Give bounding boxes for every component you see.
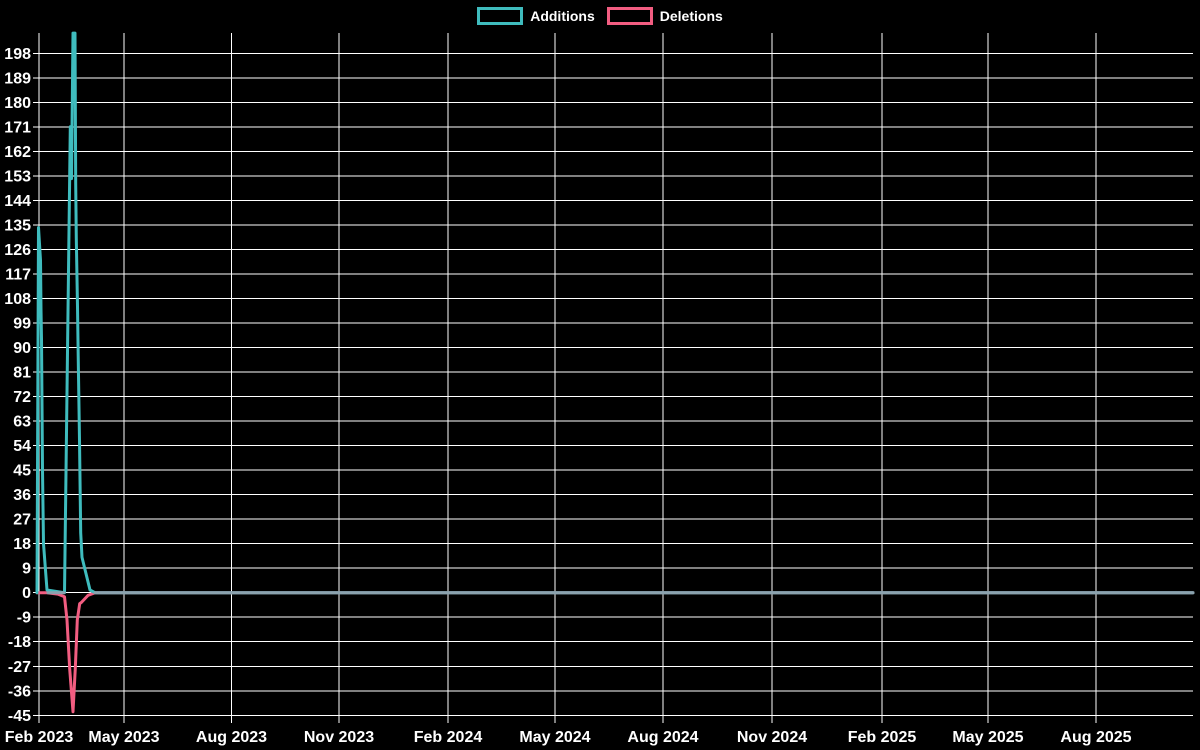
- y-tick-label: -9: [17, 610, 31, 627]
- x-tick-label: Feb 2023: [5, 729, 74, 746]
- y-tick-label: 180: [4, 95, 31, 112]
- y-tick-label: 72: [13, 389, 31, 406]
- y-tick-label: 126: [4, 242, 31, 259]
- deletions-swatch: [606, 7, 653, 25]
- y-tick-label: 198: [4, 46, 31, 63]
- y-tick-label: 36: [13, 487, 31, 504]
- chart-legend: Additions Deletions: [0, 6, 1200, 26]
- y-tick-label: 99: [13, 315, 31, 332]
- x-tick-label: Aug 2023: [196, 729, 267, 746]
- legend-item-additions[interactable]: Additions: [477, 6, 595, 26]
- x-tick-label: Aug 2025: [1060, 729, 1131, 746]
- y-tick-label: 144: [4, 193, 31, 210]
- y-tick-label: 171: [4, 119, 31, 136]
- x-tick-label: May 2023: [88, 729, 159, 746]
- legend-item-deletions[interactable]: Deletions: [606, 6, 723, 26]
- y-tick-label: -45: [8, 708, 31, 725]
- y-tick-label: 81: [13, 365, 31, 382]
- deletions-line: [35, 591, 1195, 714]
- y-tick-label: 108: [4, 291, 31, 308]
- x-tick-label: May 2024: [519, 729, 590, 746]
- y-tick-label: 90: [13, 340, 31, 357]
- y-tick-label: 117: [5, 266, 31, 283]
- x-tick-label: May 2025: [952, 729, 1023, 746]
- y-tick-label: -18: [8, 634, 31, 651]
- additions-swatch: [477, 7, 524, 25]
- y-tick-label: -27: [8, 659, 31, 676]
- y-tick-label: 27: [13, 512, 31, 529]
- additions-line: [35, 31, 1195, 595]
- y-tick-label: 54: [13, 438, 31, 455]
- y-tick-label: 153: [4, 168, 31, 185]
- x-tick-label: Feb 2024: [414, 729, 483, 746]
- additions-legend-label: Additions: [530, 8, 595, 24]
- y-tick-label: 135: [4, 217, 31, 234]
- x-tick-label: Feb 2025: [848, 729, 917, 746]
- x-tick-label: Aug 2024: [627, 729, 698, 746]
- y-tick-label: -36: [8, 683, 31, 700]
- y-tick-label: 63: [13, 414, 31, 431]
- y-tick-label: 162: [4, 144, 31, 161]
- x-tick-label: Nov 2023: [304, 729, 374, 746]
- x-tick-label: Nov 2024: [737, 729, 807, 746]
- y-tick-label: 9: [22, 561, 31, 578]
- deletions-legend-label: Deletions: [659, 8, 723, 24]
- y-tick-label: 0: [22, 585, 31, 602]
- y-tick-label: 45: [13, 463, 31, 480]
- y-tick-label: 18: [13, 536, 31, 553]
- y-tick-label: 189: [4, 70, 31, 87]
